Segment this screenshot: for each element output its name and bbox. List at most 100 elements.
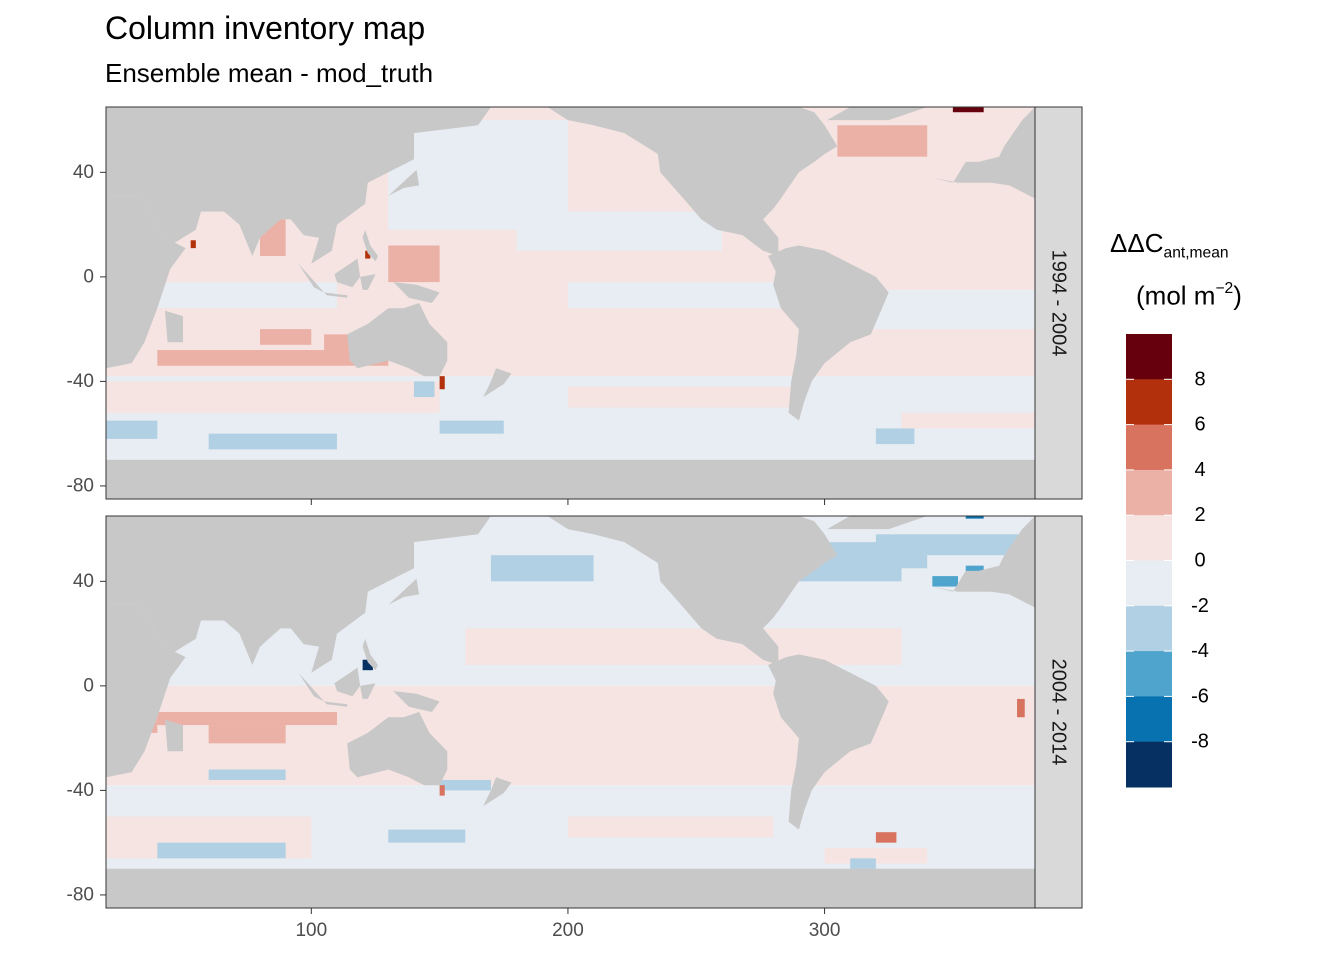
anomaly-cell [490, 555, 594, 582]
anomaly-cell [875, 534, 1030, 556]
land-mass [360, 274, 376, 290]
land-mass [106, 868, 1035, 908]
land-mass [360, 683, 376, 699]
legend-swatch [1126, 605, 1172, 652]
legend-swatch [1126, 334, 1172, 380]
anomaly-cell [439, 420, 504, 434]
anomaly-cell [388, 120, 568, 230]
legend-swatch [1126, 696, 1172, 743]
land-mass [106, 459, 1035, 499]
legend-tick-label: 0 [1194, 550, 1205, 572]
legend-swatch [1126, 560, 1172, 607]
land-mass [106, 604, 186, 778]
anomaly-cell [875, 428, 915, 445]
land-mass [324, 701, 348, 707]
y-tick-label: -40 [67, 780, 94, 801]
land-mass [932, 516, 1035, 608]
legend-unit: (mol m−2) [1136, 280, 1242, 311]
anomaly-cell [439, 779, 491, 791]
legend-tick-label: 2 [1194, 504, 1205, 526]
map-panel-1: 1994 - 2004 40 0 -40 -80 [67, 106, 1083, 505]
legend-tick-label: 6 [1194, 414, 1205, 436]
anomaly-cell [259, 329, 312, 345]
anomaly-cell [465, 628, 902, 665]
legend-tick-label: -2 [1191, 595, 1209, 617]
anomaly-cell [1017, 698, 1025, 718]
anomaly-cell [365, 250, 371, 259]
y-tick-label: -80 [67, 884, 94, 905]
legend-tick-label: -8 [1191, 731, 1209, 753]
facet-strip-label: 2004 - 2014 [1048, 659, 1070, 766]
anomaly-cell [208, 725, 286, 744]
chart-subtitle: Ensemble mean - mod_truth [105, 58, 434, 88]
land-mass [827, 107, 928, 121]
land-mass [768, 654, 889, 830]
anomaly-cell [932, 576, 959, 587]
legend-swatch [1126, 741, 1172, 788]
land-mass [768, 245, 889, 421]
facet-strip [1034, 106, 1083, 500]
y-tick-label: 40 [73, 571, 94, 592]
legend-swatch [1126, 515, 1172, 561]
x-tick-label: 300 [809, 920, 841, 941]
y-tick-label: 40 [73, 162, 94, 183]
anomaly-cell [542, 698, 799, 739]
legend-tick-label: 8 [1194, 368, 1205, 390]
y-tick-label: 0 [83, 266, 94, 287]
land-mass [393, 691, 440, 712]
land-mass [388, 578, 420, 605]
anomaly-cell [901, 412, 1035, 429]
y-tick-label: -40 [67, 371, 94, 392]
chart-title: Column inventory map [105, 10, 426, 46]
facet-strip [1034, 515, 1083, 909]
anomaly-cell [157, 842, 286, 859]
land-mass [547, 107, 838, 256]
land-mass [483, 368, 512, 398]
anomaly-cell [131, 282, 337, 309]
anomaly-cell [567, 816, 774, 838]
anomaly-cell [439, 376, 445, 390]
land-mass [347, 712, 448, 786]
anomaly-cell [516, 211, 722, 251]
anomaly-cell [567, 386, 799, 408]
legend-swatch [1126, 379, 1172, 426]
land-mass [334, 258, 361, 288]
legend-tick-label: -6 [1191, 685, 1209, 707]
anomaly-cell [208, 769, 286, 780]
land-mass [483, 777, 512, 807]
anomaly-cell [362, 659, 373, 671]
land-mass [362, 638, 378, 671]
legend-swatch [1126, 469, 1172, 516]
anomaly-cell [388, 829, 466, 843]
land-mass [393, 282, 440, 303]
x-tick-label: 200 [552, 920, 584, 941]
facet-strip-label: 1994 - 2004 [1048, 250, 1070, 357]
anomaly-cell [208, 433, 337, 450]
land-mass [547, 516, 838, 665]
land-mass [106, 107, 491, 264]
y-tick-label: -80 [67, 475, 94, 496]
legend-swatch [1126, 651, 1172, 697]
anomaly-cell [439, 785, 445, 796]
land-mass [347, 303, 448, 377]
x-tick-label: 100 [295, 920, 327, 941]
land-mass [362, 229, 378, 262]
anomaly-cell [106, 381, 440, 413]
anomaly-cell [837, 125, 928, 157]
land-mass [324, 292, 348, 298]
land-mass [298, 672, 325, 702]
land-mass [388, 169, 420, 196]
legend-tick-label: 4 [1194, 459, 1205, 481]
legend-swatch [1126, 424, 1172, 471]
anomaly-cell [965, 516, 984, 519]
legend-title: ΔΔCant,mean [1110, 228, 1229, 262]
land-mass [932, 107, 1035, 199]
land-mass [165, 719, 183, 752]
anomaly-cell [388, 245, 440, 283]
land-mass [106, 516, 491, 673]
land-mass [298, 263, 325, 293]
anomaly-cell [875, 832, 897, 843]
anomaly-cell [952, 107, 984, 113]
land-mass [165, 310, 183, 343]
